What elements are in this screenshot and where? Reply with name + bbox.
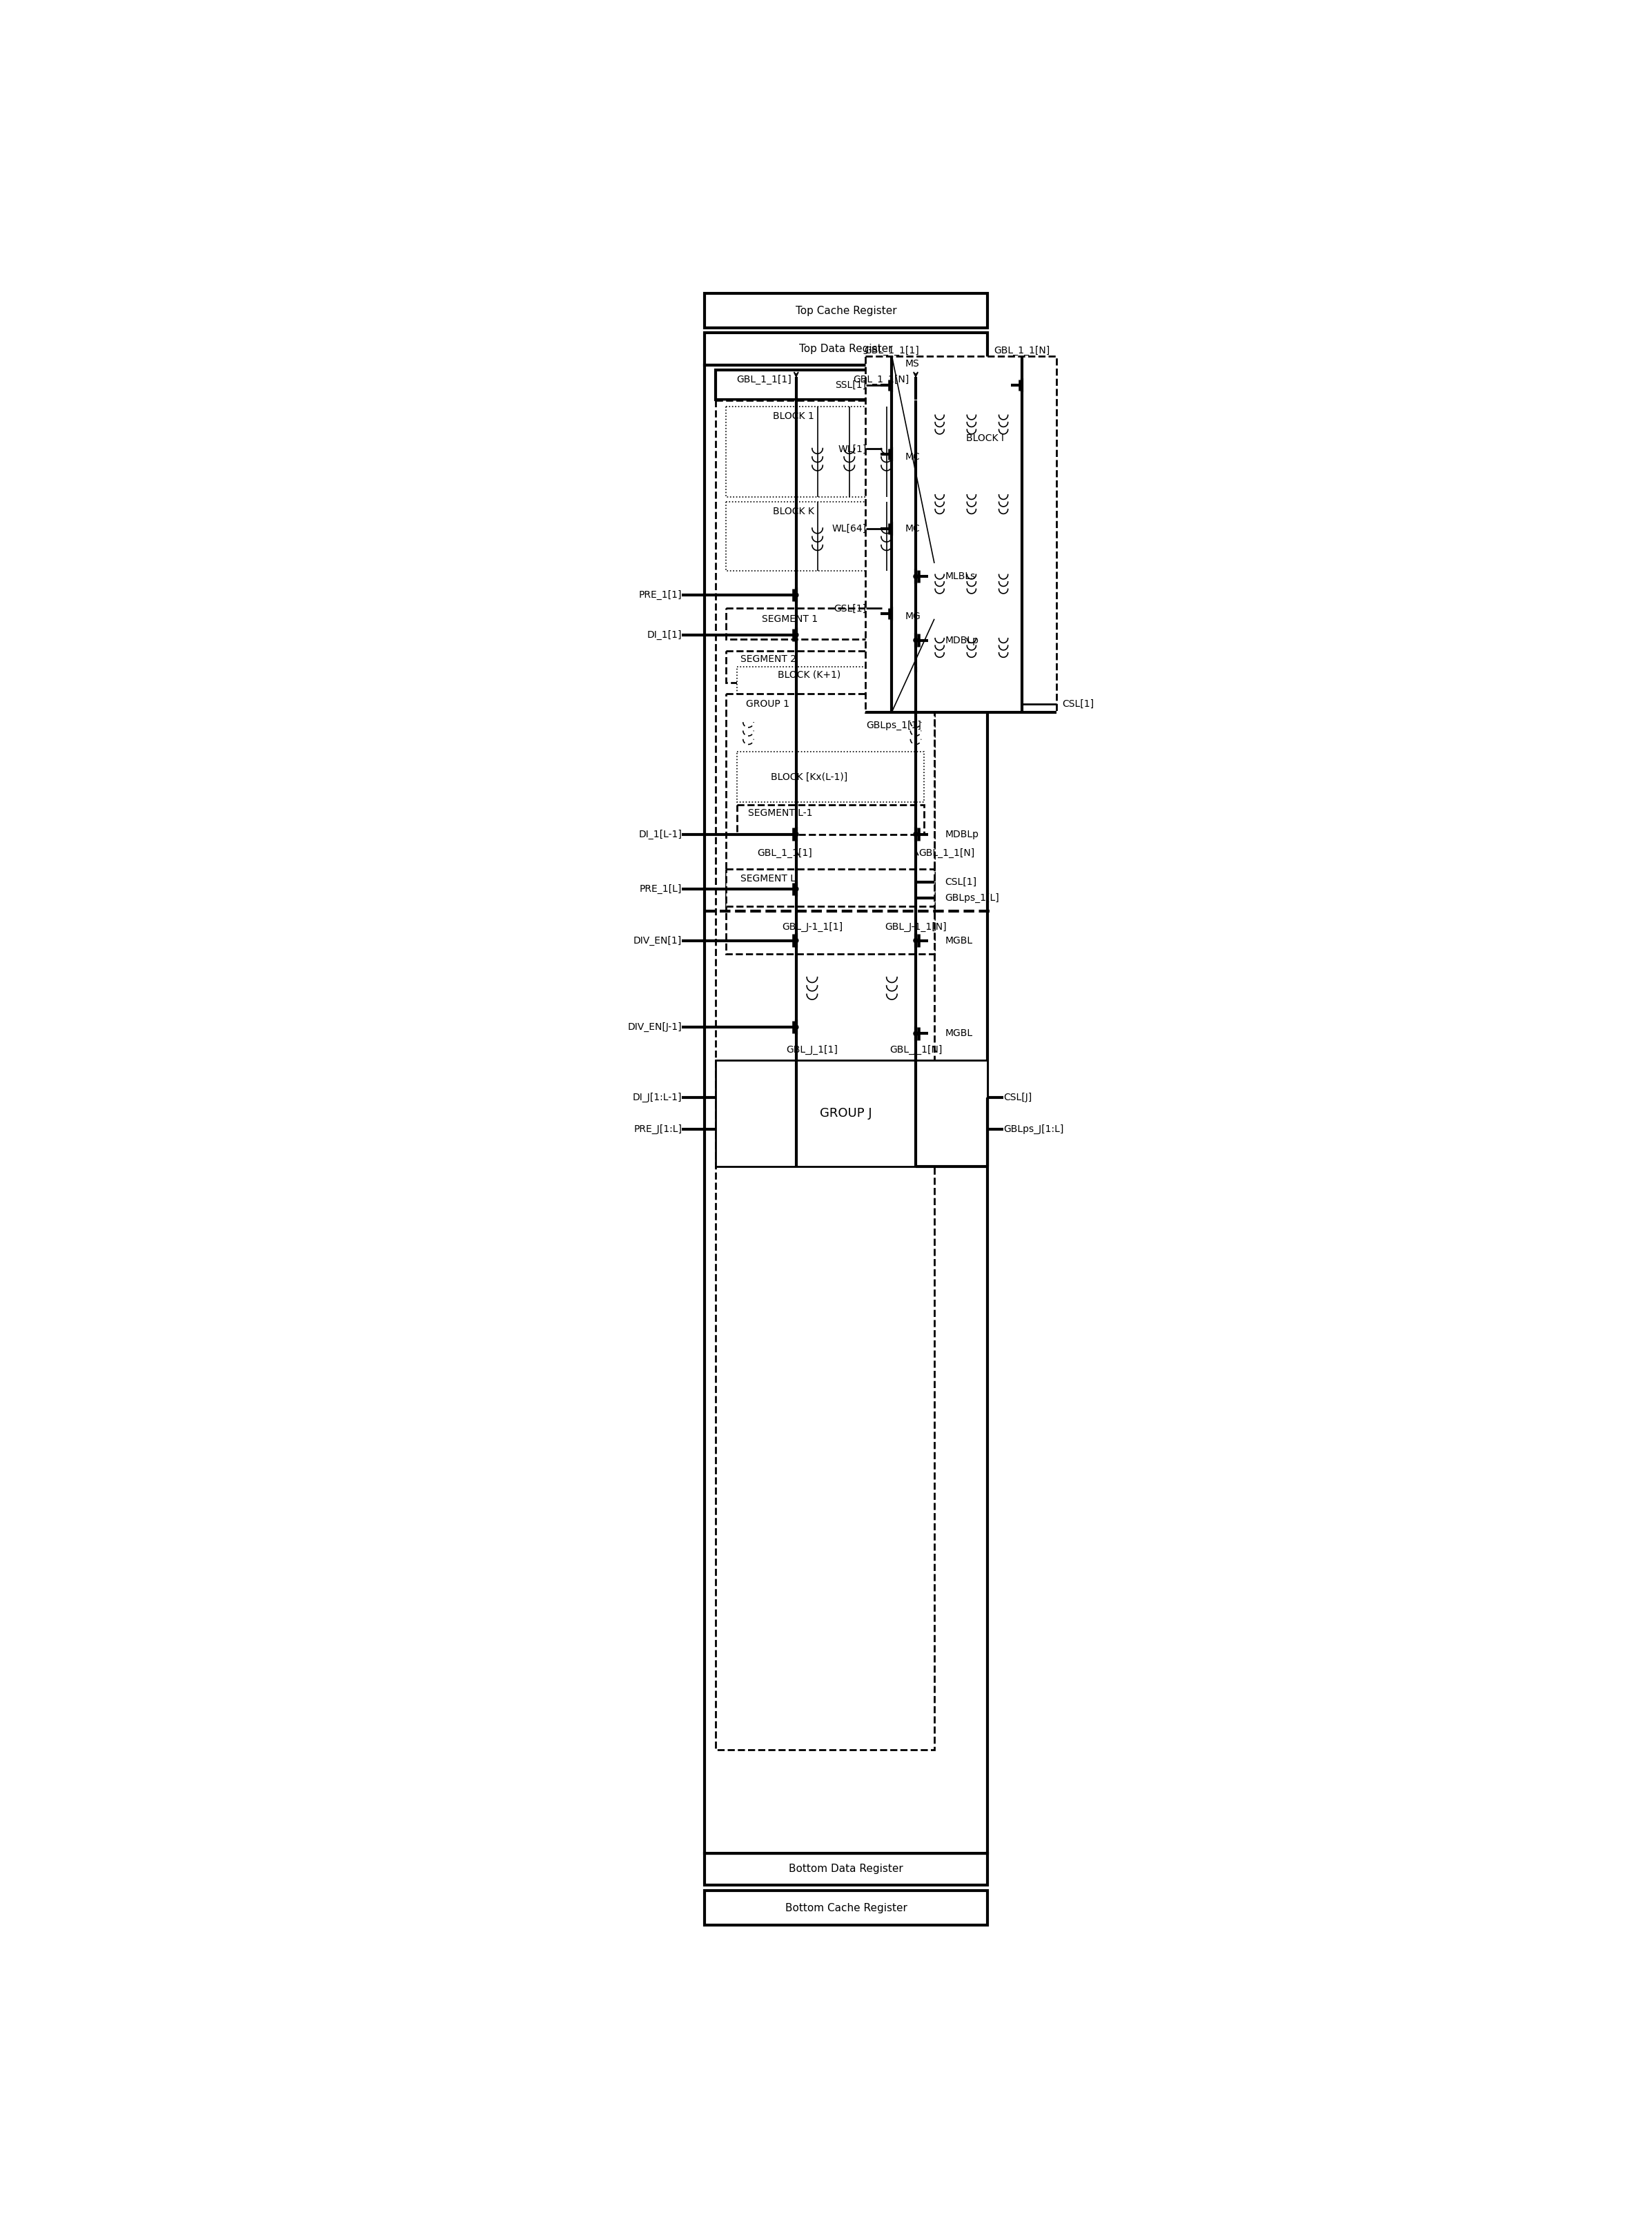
Text: GBLps_1[L]: GBLps_1[L] — [945, 894, 999, 903]
Text: BLOCK 1: BLOCK 1 — [773, 411, 814, 420]
FancyBboxPatch shape — [705, 1891, 988, 1924]
Text: SEGMENT L-1: SEGMENT L-1 — [748, 809, 813, 818]
Text: DIV_EN[1]: DIV_EN[1] — [633, 936, 682, 945]
Text: BLOCK (K+1): BLOCK (K+1) — [778, 670, 841, 679]
Text: GBLps_1[1]: GBLps_1[1] — [866, 720, 922, 731]
Text: SSL[1]: SSL[1] — [836, 380, 866, 389]
Text: MGBL: MGBL — [945, 936, 973, 945]
Text: GBL_1_1[N]: GBL_1_1[N] — [919, 847, 975, 858]
Text: DIV_EN[J-1]: DIV_EN[J-1] — [628, 1021, 682, 1033]
Text: WL[1]: WL[1] — [838, 445, 866, 454]
FancyBboxPatch shape — [705, 333, 988, 364]
Circle shape — [795, 939, 798, 943]
Circle shape — [914, 1030, 919, 1035]
FancyBboxPatch shape — [715, 400, 935, 1750]
Text: DI_1[1]: DI_1[1] — [648, 630, 682, 639]
Text: BLOCK K: BLOCK K — [773, 507, 814, 516]
Text: MC: MC — [905, 451, 920, 463]
FancyBboxPatch shape — [715, 1059, 988, 1167]
Text: SEGMENT 2: SEGMENT 2 — [740, 655, 796, 664]
FancyBboxPatch shape — [705, 293, 988, 329]
FancyBboxPatch shape — [737, 805, 923, 834]
FancyBboxPatch shape — [725, 693, 935, 954]
Text: BLOCK I: BLOCK I — [966, 434, 1004, 443]
Text: DI_J[1:L-1]: DI_J[1:L-1] — [633, 1093, 682, 1102]
Text: MG: MG — [905, 612, 920, 621]
Text: PRE_J[1:L]: PRE_J[1:L] — [634, 1124, 682, 1133]
Text: MLBLs: MLBLs — [945, 572, 975, 581]
Circle shape — [795, 831, 798, 836]
Text: GROUP J: GROUP J — [819, 1106, 872, 1120]
Text: Top Cache Register: Top Cache Register — [796, 306, 897, 315]
Text: MDBLp: MDBLp — [945, 635, 978, 646]
Text: Bottom Data Register: Bottom Data Register — [790, 1864, 904, 1875]
Text: MDBLp: MDBLp — [945, 829, 978, 838]
Text: CSL[1]: CSL[1] — [945, 876, 976, 887]
Text: GBL_1_1[1]: GBL_1_1[1] — [757, 847, 813, 858]
FancyBboxPatch shape — [725, 503, 922, 572]
Text: SEGMENT L: SEGMENT L — [740, 874, 796, 883]
FancyBboxPatch shape — [737, 666, 923, 706]
Text: GBL_1_1[1]: GBL_1_1[1] — [864, 346, 919, 355]
Text: GBL_J_1[N]: GBL_J_1[N] — [889, 1044, 942, 1055]
Text: DI_1[L-1]: DI_1[L-1] — [639, 829, 682, 838]
Text: SEGMENT 1: SEGMENT 1 — [762, 615, 818, 624]
FancyBboxPatch shape — [705, 364, 988, 1853]
Text: BLOCK [Kx(L-1)]: BLOCK [Kx(L-1)] — [771, 773, 847, 782]
Text: PRE_1[1]: PRE_1[1] — [639, 590, 682, 599]
FancyBboxPatch shape — [725, 650, 935, 682]
Text: Top Data Register: Top Data Register — [800, 344, 892, 353]
Circle shape — [914, 574, 919, 579]
Text: GBL_1_1[1]: GBL_1_1[1] — [737, 375, 791, 384]
FancyBboxPatch shape — [737, 751, 923, 802]
Text: CSL[J]: CSL[J] — [1003, 1093, 1032, 1102]
Text: GBL_1_1[N]: GBL_1_1[N] — [852, 375, 909, 384]
Text: GROUP 1: GROUP 1 — [745, 700, 790, 708]
Circle shape — [795, 633, 798, 637]
FancyBboxPatch shape — [715, 371, 976, 400]
FancyBboxPatch shape — [705, 1853, 988, 1884]
Circle shape — [795, 1026, 798, 1030]
Text: MGBL: MGBL — [945, 1028, 973, 1039]
Text: MC: MC — [905, 523, 920, 534]
Text: PRE_1[L]: PRE_1[L] — [639, 885, 682, 894]
Text: WL[64]: WL[64] — [831, 523, 866, 534]
Text: GBLps_J[1:L]: GBLps_J[1:L] — [1003, 1124, 1064, 1133]
Text: GBL_J-1_1[1]: GBL_J-1_1[1] — [781, 923, 843, 932]
Text: GBL_1_1[N]: GBL_1_1[N] — [995, 346, 1051, 355]
Circle shape — [914, 831, 919, 836]
Circle shape — [795, 592, 798, 597]
FancyBboxPatch shape — [725, 407, 922, 496]
Circle shape — [914, 939, 919, 943]
Circle shape — [795, 887, 798, 892]
FancyBboxPatch shape — [866, 355, 1057, 713]
Circle shape — [914, 639, 919, 641]
Text: MS: MS — [905, 360, 920, 369]
Text: GBL_J_1[1]: GBL_J_1[1] — [786, 1044, 838, 1055]
Text: CSL[1]: CSL[1] — [1062, 700, 1094, 708]
Text: Bottom Cache Register: Bottom Cache Register — [785, 1902, 907, 1913]
FancyBboxPatch shape — [725, 608, 935, 639]
FancyBboxPatch shape — [725, 869, 935, 905]
Text: GSL[1]: GSL[1] — [834, 603, 866, 612]
Text: GBL_J-1_1[N]: GBL_J-1_1[N] — [885, 923, 947, 932]
